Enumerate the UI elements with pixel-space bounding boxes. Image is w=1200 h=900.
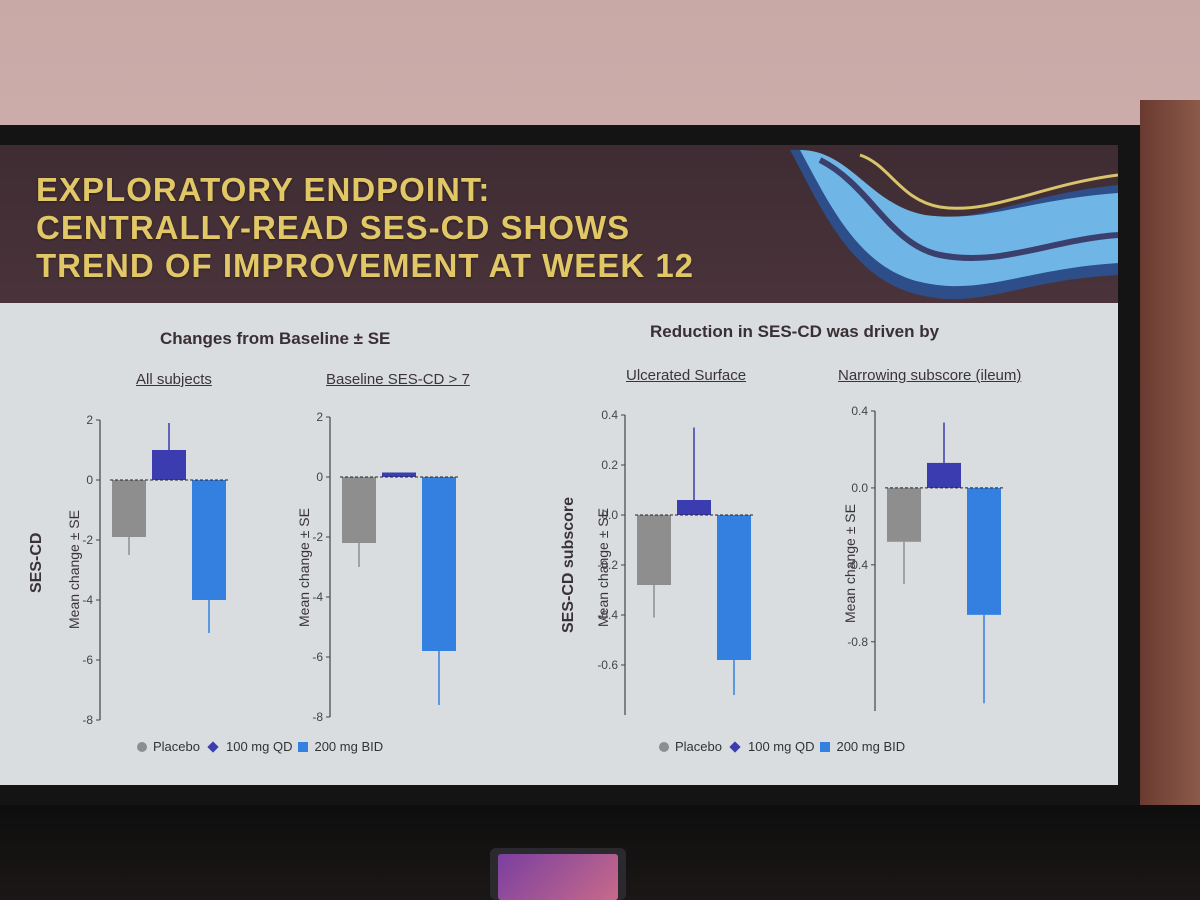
y-tick-label: -6 — [312, 650, 323, 664]
left-axis-title: SES-CD — [28, 532, 45, 593]
bar-bid — [967, 487, 1001, 615]
legend-placebo-icon — [659, 741, 669, 752]
legend-bid-label: 200 mg BID — [314, 739, 384, 754]
y-tick-label: 0.4 — [851, 404, 868, 418]
slide-title-line-1: EXPLORATORY ENDPOINT: — [36, 171, 491, 208]
y-tick-label: -0.2 — [597, 558, 618, 572]
y-tick-label: -6 — [82, 653, 93, 667]
y-tick-label: 2 — [86, 413, 93, 427]
bar-bid — [422, 477, 456, 651]
legend-placebo-label: Placebo — [675, 739, 722, 754]
y-tick-label: -0.4 — [847, 558, 868, 572]
y-tick-label: 0.0 — [851, 481, 868, 495]
legend-left: Placebo 100 mg QD 200 mg BID — [137, 739, 383, 754]
chart-3-title: Ulcerated Surface — [626, 367, 747, 384]
y-tick-label: -0.4 — [597, 608, 618, 622]
bar-placebo — [112, 480, 146, 537]
y-tick-label: -0.6 — [597, 658, 618, 672]
y-tick-label: -2 — [82, 533, 93, 547]
slide-title-line-2: CENTRALLY-READ SES-CD SHOWS — [36, 209, 631, 246]
y-tick-label: -4 — [312, 590, 323, 604]
legend-qd-icon — [207, 740, 219, 753]
wave-decoration-icon — [790, 149, 1118, 300]
chart-2-title: Baseline SES-CD > 7 — [326, 371, 470, 388]
legend-bid-icon — [298, 741, 309, 752]
legend-bid-label: 200 mg BID — [836, 739, 906, 754]
chart-baseline-gt7: 2 0 -2 -4 -6 -8 — [312, 410, 458, 724]
left-panel-heading: Changes from Baseline ± SE — [160, 329, 391, 348]
y-tick-label: 2 — [316, 410, 323, 424]
bar-qd — [927, 462, 961, 488]
chart-1-title: All subjects — [136, 371, 212, 388]
bar-qd — [382, 472, 416, 477]
chart-ulcerated-surface: 0.4 0.2 0.0 -0.2 -0.4 -0.6 — [597, 408, 753, 715]
bar-bid — [192, 480, 226, 600]
y-tick-label: -2 — [312, 530, 323, 544]
y-tick-label: -4 — [82, 593, 93, 607]
y-tick-label: 0.2 — [601, 458, 618, 472]
right-axis-title: SES-CD subscore — [560, 496, 577, 633]
y-tick-label: -8 — [312, 710, 323, 724]
chart-narrowing-ileum: 0.4 0.0 -0.4 -0.8 — [847, 404, 1003, 711]
chart-all-subjects: 2 0 -2 -4 -6 -8 — [82, 413, 228, 727]
chart-4-title: Narrowing subscore (ileum) — [838, 367, 1022, 384]
y-tick-label: 0 — [86, 473, 93, 487]
y-tick-label: 0.4 — [601, 408, 618, 422]
y-tick-label: 0.0 — [601, 508, 618, 522]
phone-screen — [498, 854, 618, 900]
legend-qd-icon — [729, 740, 741, 753]
legend-right: Placebo 100 mg QD 200 mg BID — [659, 739, 905, 754]
right-panel-heading: Reduction in SES-CD was driven by — [650, 322, 940, 341]
legend-placebo-label: Placebo — [153, 739, 200, 754]
legend-bid-icon — [820, 741, 831, 752]
bar-qd — [677, 500, 711, 515]
bar-placebo — [342, 477, 376, 543]
slide-title-line-3: TREND OF IMPROVEMENT AT WEEK 12 — [36, 247, 695, 284]
y-tick-label: -8 — [82, 713, 93, 727]
wall-background — [1140, 100, 1200, 900]
presentation-slide: EXPLORATORY ENDPOINT: CENTRALLY-READ SES… — [0, 145, 1118, 785]
legend-qd-label: 100 mg QD — [747, 739, 815, 754]
phone-in-audience — [490, 848, 626, 900]
legend-qd-label: 100 mg QD — [225, 739, 293, 754]
legend-placebo-icon — [137, 741, 147, 752]
slide-header: EXPLORATORY ENDPOINT: CENTRALLY-READ SES… — [0, 145, 1118, 303]
bar-qd — [152, 450, 186, 480]
bar-bid — [717, 515, 751, 660]
y-tick-label: 0 — [316, 470, 323, 484]
bar-placebo — [637, 515, 671, 585]
bar-placebo — [887, 487, 921, 542]
y-tick-label: -0.8 — [847, 635, 868, 649]
